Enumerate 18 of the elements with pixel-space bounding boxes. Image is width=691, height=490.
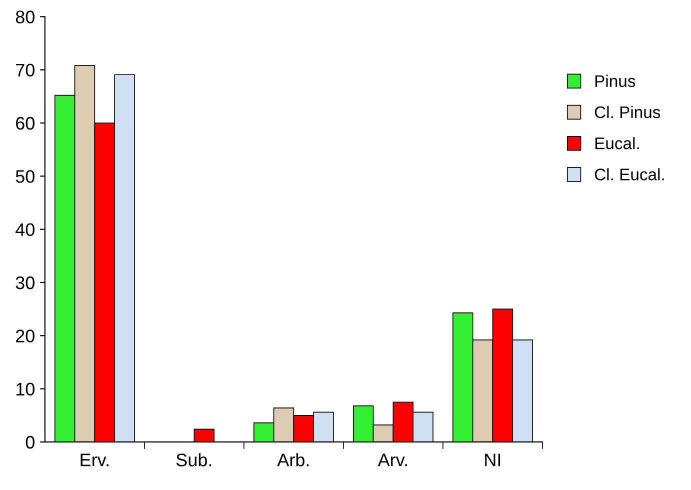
y-tick-label: 30 [16,276,34,290]
y-tick-label: 80 [16,10,34,24]
legend-label: Cl. Pinus [594,106,660,118]
legend-label: Pinus [595,74,636,88]
legend-label: Cl. Eucal. [594,168,664,180]
y-tick-label: 0 [26,436,34,449]
x-tick-label: Arv. [378,454,407,466]
legend-label: Eucal. [595,137,639,150]
x-tick-label: Erv. [80,454,108,466]
y-tick-label: 60 [16,116,34,130]
y-tick-label: 50 [16,170,34,183]
y-tick-label: 10 [16,382,34,396]
x-tick-label: Sub. [176,453,212,466]
y-tick-label: 20 [16,330,34,342]
y-tick-label: 40 [16,223,34,236]
x-tick-label: Arb. [277,453,309,466]
x-tick-label: NI [485,454,500,466]
y-tick-label: 70 [16,64,34,77]
